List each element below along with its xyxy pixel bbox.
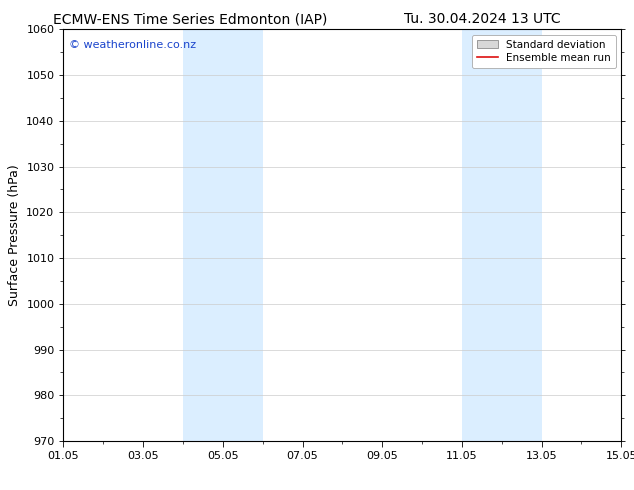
Bar [183,29,262,441]
Y-axis label: Surface Pressure (hPa): Surface Pressure (hPa) [8,164,21,306]
Legend: Standard deviation, Ensemble mean run: Standard deviation, Ensemble mean run [472,35,616,68]
Text: ECMW-ENS Time Series Edmonton (IAP): ECMW-ENS Time Series Edmonton (IAP) [53,12,327,26]
Text: © weatheronline.co.nz: © weatheronline.co.nz [69,40,196,49]
Text: Tu. 30.04.2024 13 UTC: Tu. 30.04.2024 13 UTC [403,12,560,26]
Bar [462,29,541,441]
